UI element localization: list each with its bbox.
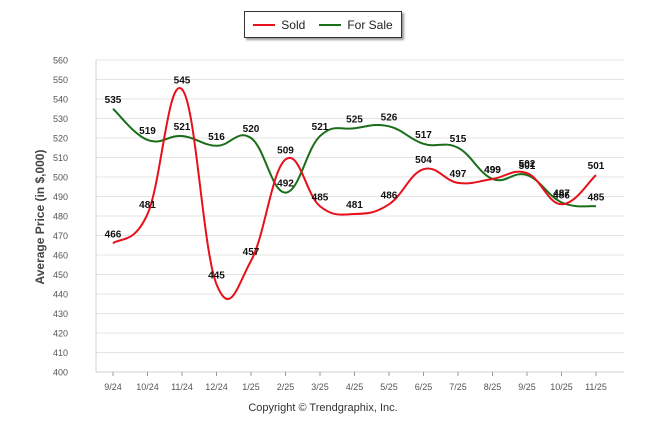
y-tick-label: 460 [53, 251, 68, 261]
x-tick-label: 9/24 [104, 382, 122, 392]
data-label-sold: 485 [312, 192, 329, 203]
y-tick-label: 540 [53, 95, 68, 105]
y-tick-label: 470 [53, 231, 68, 241]
x-tick-label: 3/25 [311, 382, 329, 392]
data-label-sold: 486 [381, 190, 398, 201]
data-label-sold: 486 [553, 190, 570, 201]
y-tick-label: 560 [53, 56, 68, 66]
legend-item-sold[interactable]: Sold [253, 18, 305, 32]
series-line-sold [112, 87, 597, 301]
y-tick-label: 400 [53, 368, 68, 378]
data-labels: 466 481 545 445 457 509 485 481 486 504 497 499 502 4… [105, 75, 605, 281]
data-label-for-sale: 499 [484, 165, 501, 176]
series-lines [112, 87, 597, 301]
legend-label-sold: Sold [281, 17, 306, 32]
data-label-sold: 466 [105, 229, 122, 240]
x-tick-label: 1/25 [242, 382, 260, 392]
y-tick-label: 410 [53, 348, 68, 358]
data-label-for-sale: 516 [208, 132, 225, 143]
x-tick-label: 5/25 [380, 382, 398, 392]
grid-lines [95, 59, 624, 373]
y-tick-label: 510 [53, 153, 68, 163]
x-tick-label: 2/25 [277, 382, 295, 392]
data-label-for-sale: 521 [312, 122, 329, 133]
data-label-for-sale: 535 [105, 95, 122, 106]
data-label-sold: 445 [208, 270, 225, 281]
x-tick-label: 11/25 [585, 382, 607, 392]
x-tick-label: 7/25 [449, 382, 467, 392]
legend-label-for-sale: For Sale [347, 17, 393, 32]
y-tick-label: 500 [53, 173, 68, 183]
legend-swatch-sold [253, 23, 276, 26]
y-tick-label: 520 [53, 134, 68, 144]
data-label-for-sale: 519 [139, 126, 156, 137]
x-tick-label: 4/25 [346, 382, 364, 392]
data-label-for-sale: 526 [381, 112, 398, 123]
x-tick-label: 10/25 [550, 382, 573, 392]
x-tick-label: 10/24 [136, 382, 159, 392]
x-tick-label: 12/24 [205, 382, 228, 392]
x-tick-label: 8/25 [484, 382, 502, 392]
y-tick-label: 440 [53, 290, 68, 300]
y-tick-label: 550 [53, 75, 68, 85]
data-label-sold: 481 [139, 200, 156, 211]
data-label-sold: 502 [519, 159, 536, 170]
legend-swatch-for-sale [319, 23, 342, 26]
y-tick-label: 490 [53, 192, 68, 202]
y-tick-label: 480 [53, 212, 68, 222]
data-label-for-sale: 525 [346, 114, 363, 125]
data-label-for-sale: 492 [277, 179, 294, 190]
data-label-for-sale: 485 [588, 192, 605, 203]
data-label-for-sale: 520 [243, 124, 260, 135]
y-axis-title: Average Price (in $,000) [33, 149, 47, 285]
data-label-sold: 457 [243, 247, 260, 258]
data-label-for-sale: 515 [450, 134, 467, 145]
data-label-sold: 545 [174, 75, 191, 86]
legend-item-for-sale[interactable]: For Sale [319, 17, 393, 32]
y-axis-ticks: 400 410 420 430 440 450 460 470 480 490 500 510 520 5… [53, 56, 68, 378]
y-tick-label: 530 [53, 114, 68, 124]
data-label-sold: 499 [484, 165, 501, 176]
x-tick-label: 6/25 [415, 382, 433, 392]
data-label-sold: 481 [346, 200, 363, 211]
y-tick-label: 420 [53, 329, 68, 339]
data-label-sold: 497 [450, 169, 467, 180]
data-label-for-sale: 521 [174, 122, 191, 133]
copyright-text: Copyright © Trendgraphix, Inc. [248, 402, 398, 414]
data-label-sold: 504 [415, 155, 432, 166]
y-tick-label: 430 [53, 309, 68, 319]
data-label-for-sale: 517 [415, 130, 432, 141]
data-label-for-sale: 501 [519, 161, 536, 172]
data-label-for-sale: 487 [553, 188, 570, 199]
data-label-sold: 509 [277, 145, 294, 156]
x-tick-label: 11/24 [171, 382, 193, 392]
x-tick-label: 9/25 [518, 382, 536, 392]
x-axis-ticks: 9/24 10/24 11/24 12/24 1/25 2/25 3/25 4/25 5/25 6… [104, 372, 607, 392]
legend: Sold For Sale [244, 11, 402, 38]
y-tick-label: 450 [53, 270, 68, 280]
data-label-sold: 501 [588, 161, 605, 172]
